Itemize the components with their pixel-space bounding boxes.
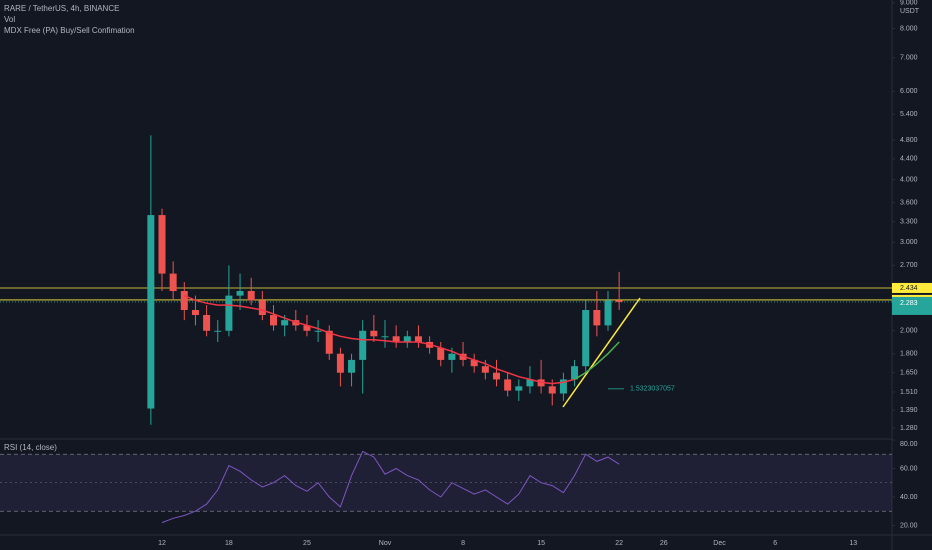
candle-body: [258, 300, 266, 316]
candle-body: [392, 336, 400, 342]
rsi-line: [161, 450, 620, 524]
y-tick-label: 1.800: [900, 351, 918, 358]
y-tick-label: 4.000: [900, 177, 918, 184]
candle-body: [571, 366, 579, 380]
chart-title: RARE / TetherUS, 4h, BINANCE: [4, 4, 119, 13]
candle-body: [314, 330, 322, 332]
candle-body: [493, 372, 500, 380]
candle-body: [604, 300, 612, 326]
x-tick-label: 26: [660, 540, 668, 547]
last-price-label: 2.283: [900, 300, 918, 307]
level-tag: [892, 282, 932, 293]
x-tick-label: 22: [615, 540, 623, 547]
y-tick-label: 5.400: [900, 111, 918, 118]
x-tick-label: 25: [303, 540, 311, 547]
candle-body: [481, 366, 489, 373]
candle-body: [370, 330, 378, 337]
candle-body: [180, 291, 188, 311]
candle-body: [582, 310, 590, 367]
candle-body: [158, 215, 166, 274]
currency-label: USDT: [900, 8, 920, 15]
moving-average: [184, 294, 575, 385]
candle-body: [147, 215, 155, 409]
candle-body: [526, 379, 534, 387]
y-tick-label: 3.600: [900, 199, 918, 206]
y-tick-label: 1.650: [900, 370, 918, 377]
candle-body: [247, 291, 255, 301]
y-tick-label: 8.000: [900, 25, 918, 32]
candle-body: [414, 336, 422, 342]
candle-body: [169, 273, 177, 292]
candle-body: [203, 315, 211, 331]
candle-body: [381, 336, 389, 338]
trend-line: [562, 297, 641, 408]
y-tick-label: 9.000: [900, 0, 918, 7]
candle-body: [615, 300, 623, 302]
x-tick-label: 18: [225, 540, 233, 547]
x-tick-label: 13: [849, 540, 857, 547]
candle-body: [559, 379, 567, 394]
annotation-label: 1.5323037057: [630, 386, 675, 393]
candle-body: [348, 359, 356, 373]
level-label: 2.434: [900, 285, 918, 292]
candle-body: [593, 310, 601, 326]
y-tick-label: 4.400: [900, 156, 918, 163]
x-tick-label: Nov: [379, 540, 392, 547]
y-tick-label: 3.000: [900, 239, 918, 246]
x-tick-label: 8: [461, 540, 465, 547]
candle-body: [225, 295, 233, 331]
rsi-tick-label: 20.00: [900, 522, 918, 529]
y-tick-label: 2.000: [900, 328, 918, 335]
y-tick-label: 1.510: [900, 389, 918, 396]
y-tick-label: 7.000: [900, 55, 918, 62]
indicator-label: MDX Free (PA) Buy/Sell Confimation: [4, 26, 135, 35]
last-price-tag: [892, 296, 932, 315]
candle-body: [403, 336, 411, 342]
candle-body: [281, 320, 289, 326]
candle-body: [214, 330, 222, 332]
rsi-tick-label: 60.00: [900, 465, 918, 472]
candle-body: [236, 291, 244, 296]
rsi-title: RSI (14, close): [4, 443, 57, 452]
candle-body: [270, 315, 277, 326]
x-tick-label: 6: [773, 540, 777, 547]
rsi-tick-label: 80.00: [900, 441, 918, 448]
y-tick-label: 3.300: [900, 218, 918, 225]
indicator-label: Vol: [4, 15, 15, 24]
y-tick-label: 2.700: [900, 262, 918, 269]
x-tick-label: 12: [158, 540, 166, 547]
candle-body: [437, 347, 445, 360]
candle-body: [303, 325, 311, 331]
candle-body: [448, 353, 456, 360]
candle-body: [359, 330, 367, 360]
candle-body: [548, 386, 556, 394]
candle-body: [336, 353, 344, 373]
x-tick-label: Dec: [713, 540, 726, 547]
candle-body: [191, 310, 199, 316]
x-tick-label: 15: [537, 540, 545, 547]
y-tick-label: 1.390: [900, 407, 918, 414]
candle-body: [325, 330, 333, 354]
moving-average: [574, 341, 620, 381]
y-tick-label: 1.280: [900, 425, 918, 432]
candle-body: [515, 386, 523, 391]
rsi-tick-label: 40.00: [900, 494, 918, 501]
candle-body: [470, 359, 478, 367]
candle-body: [504, 379, 512, 391]
y-tick-label: 6.000: [900, 88, 918, 95]
y-tick-label: 4.800: [900, 137, 918, 144]
